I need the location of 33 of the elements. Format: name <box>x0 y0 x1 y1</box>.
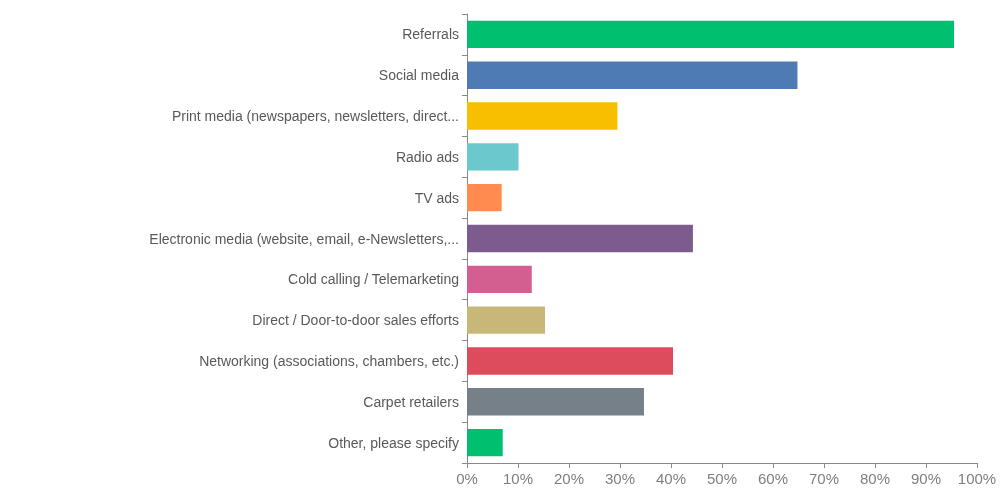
x-tick-label: 0% <box>456 470 478 487</box>
x-tick-label: 60% <box>757 470 789 487</box>
x-tick-label: 50% <box>706 470 738 487</box>
x-tick-label: 90% <box>910 470 942 487</box>
x-tick-label: 10% <box>502 470 534 487</box>
x-tick-label: 80% <box>859 470 891 487</box>
y-tick-label: Carpet retailers <box>363 393 459 410</box>
y-tick-label: Social media <box>378 67 460 84</box>
y-tick-label: Referrals <box>402 26 459 43</box>
y-tick-label: Cold calling / Telemarketing <box>288 271 459 288</box>
y-tick-label: Radio ads <box>395 148 459 165</box>
bar <box>467 306 546 334</box>
x-tick-label: 40% <box>655 470 687 487</box>
bar <box>467 143 519 171</box>
y-tick-label: Electronic media (website, email, e-Newsletters,... <box>149 230 459 247</box>
bar <box>467 347 674 375</box>
bar <box>467 265 532 293</box>
y-tick-label: Other, please specify <box>328 434 459 451</box>
bar <box>467 61 798 89</box>
x-tick-label: 30% <box>604 470 636 487</box>
x-tick-label: 70% <box>808 470 840 487</box>
bar <box>467 224 693 253</box>
y-tick-label: Print media (newspapers, newsletters, direct... <box>171 108 459 125</box>
x-tick-label: 100% <box>957 470 997 487</box>
bar <box>467 102 618 130</box>
bar <box>467 428 503 457</box>
bar <box>467 388 644 416</box>
bar <box>467 20 955 49</box>
y-tick-label: Networking (associations, chambers, etc.) <box>199 352 459 369</box>
bar <box>467 184 502 212</box>
y-tick-label: Direct / Door-to-door sales efforts <box>252 312 459 329</box>
x-tick-label: 20% <box>553 470 585 487</box>
y-tick-label: TV ads <box>414 189 459 206</box>
